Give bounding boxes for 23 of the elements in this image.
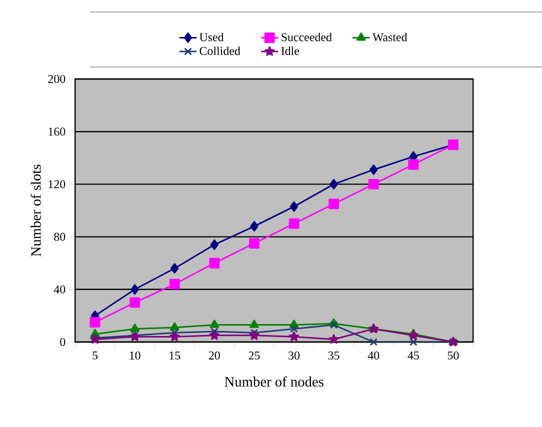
y-tick-label: 160 <box>48 128 66 136</box>
y-tick-label: 40 <box>54 285 66 294</box>
y-tick-label: 120 <box>48 180 66 188</box>
legend-label: Collided <box>200 46 240 56</box>
legend-label: Idle <box>281 46 300 56</box>
x-tick-label: 10 <box>130 351 140 360</box>
x-tick-label: 40 <box>368 351 380 360</box>
x-tick-label: 35 <box>328 351 340 360</box>
x-tick-label: 45 <box>408 351 419 360</box>
y-tick-label: 0 <box>60 338 66 346</box>
x-tick-label: 20 <box>208 351 220 360</box>
x-tick-label: 30 <box>288 351 300 360</box>
y-axis-title: Number of slots <box>30 164 41 256</box>
legend-label: Succeeded <box>282 32 332 42</box>
legend-label: Used <box>199 32 224 42</box>
x-tick-label: 5 <box>92 352 98 360</box>
x-tick-label: 25 <box>248 351 260 360</box>
x-axis-title: Number of nodes <box>224 376 324 387</box>
y-tick-label: 80 <box>54 232 66 241</box>
x-tick-label: 15 <box>170 352 180 360</box>
legend-label: Wasted <box>372 32 408 42</box>
x-tick-label: 50 <box>448 351 459 360</box>
y-tick-label: 200 <box>48 74 66 84</box>
